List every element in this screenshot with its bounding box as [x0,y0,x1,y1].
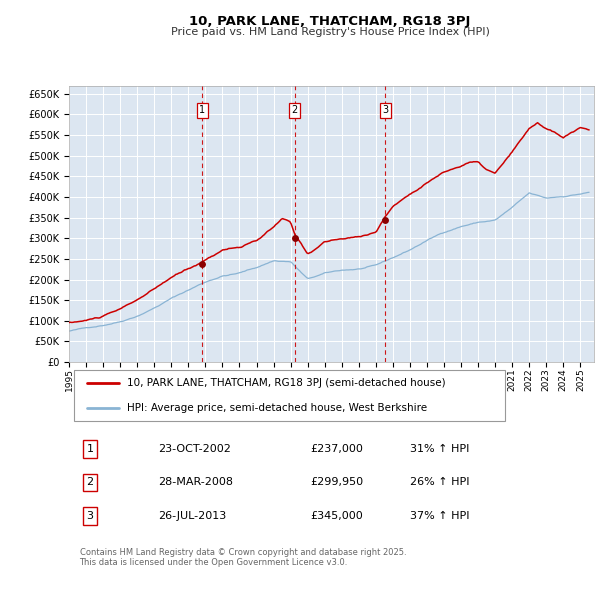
Text: 1: 1 [199,106,205,115]
Text: Price paid vs. HM Land Registry's House Price Index (HPI): Price paid vs. HM Land Registry's House … [170,27,490,37]
Text: £237,000: £237,000 [311,444,364,454]
Text: HPI: Average price, semi-detached house, West Berkshire: HPI: Average price, semi-detached house,… [127,404,427,414]
Text: 31% ↑ HPI: 31% ↑ HPI [410,444,470,454]
Text: £299,950: £299,950 [311,477,364,487]
Text: 37% ↑ HPI: 37% ↑ HPI [410,510,470,520]
Text: 3: 3 [382,106,388,115]
Text: 26-JUL-2013: 26-JUL-2013 [158,510,227,520]
FancyBboxPatch shape [74,371,505,421]
Text: 23-OCT-2002: 23-OCT-2002 [158,444,231,454]
Text: 2: 2 [86,477,94,487]
Text: 10, PARK LANE, THATCHAM, RG18 3PJ: 10, PARK LANE, THATCHAM, RG18 3PJ [190,15,470,28]
Text: Contains HM Land Registry data © Crown copyright and database right 2025.
This d: Contains HM Land Registry data © Crown c… [79,548,406,567]
Text: £345,000: £345,000 [311,510,363,520]
Text: 1: 1 [86,444,94,454]
Text: 26% ↑ HPI: 26% ↑ HPI [410,477,470,487]
Text: 28-MAR-2008: 28-MAR-2008 [158,477,233,487]
Text: 3: 3 [86,510,94,520]
Text: 2: 2 [292,106,298,115]
Text: 10, PARK LANE, THATCHAM, RG18 3PJ (semi-detached house): 10, PARK LANE, THATCHAM, RG18 3PJ (semi-… [127,378,445,388]
